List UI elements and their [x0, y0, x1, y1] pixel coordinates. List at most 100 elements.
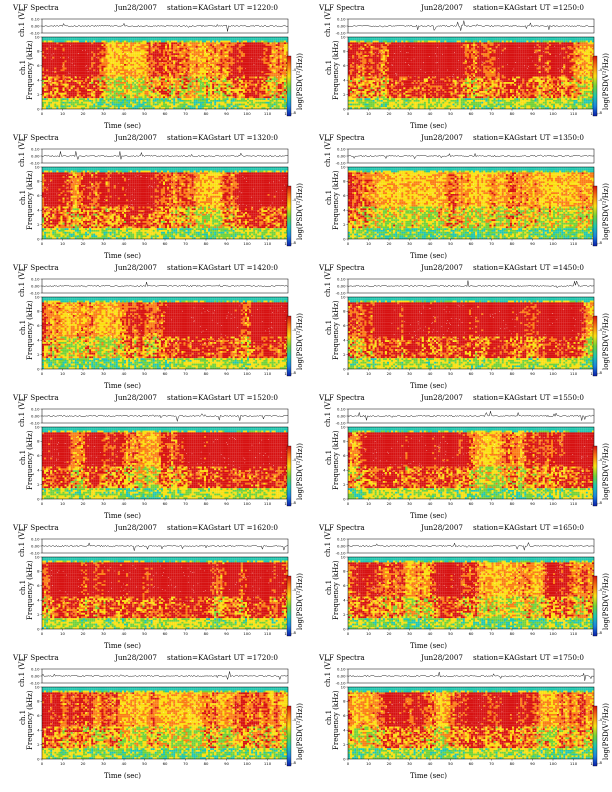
- freq-tick-label: 8: [37, 569, 40, 574]
- speckle: [244, 458, 245, 459]
- speckle: [476, 718, 477, 719]
- trace-tick-label: 0.10: [31, 16, 40, 21]
- time-tick-label: 90: [224, 761, 229, 766]
- speckle: [155, 457, 156, 458]
- trace-tick-label: 0.00: [31, 153, 40, 158]
- speckle: [221, 183, 222, 184]
- speckle: [88, 702, 89, 703]
- speckle: [560, 457, 561, 458]
- time-tick-label: 10: [60, 761, 65, 766]
- speckle: [536, 456, 537, 457]
- speckle: [551, 730, 552, 731]
- speckle: [63, 65, 64, 66]
- speckle: [498, 568, 499, 569]
- speckle: [213, 600, 214, 601]
- time-tick-label: 80: [204, 761, 209, 766]
- speckle: [384, 473, 385, 474]
- speckle: [199, 79, 200, 80]
- speckle: [196, 48, 197, 49]
- speckle: [490, 316, 491, 317]
- speckle: [560, 702, 561, 703]
- speckle: [273, 465, 274, 466]
- speckle: [432, 341, 433, 342]
- speckle: [245, 577, 246, 578]
- speckle: [62, 333, 63, 334]
- speckle: [473, 442, 474, 443]
- speckle: [208, 181, 209, 182]
- speckle: [233, 465, 234, 466]
- speckle: [123, 595, 124, 596]
- speckle: [130, 579, 131, 580]
- speckle: [537, 597, 538, 598]
- speckle: [123, 570, 124, 571]
- speckle: [579, 76, 580, 77]
- speckle: [83, 208, 84, 209]
- speckle: [158, 199, 159, 200]
- time-tick-label: 100: [549, 761, 557, 766]
- speckle: [496, 204, 497, 205]
- speckle: [502, 207, 503, 208]
- time-tick-label: 30: [101, 631, 106, 636]
- speckle: [518, 201, 519, 202]
- speckle: [378, 728, 379, 729]
- speckle: [61, 323, 62, 324]
- time-tick-label: 10: [60, 501, 65, 506]
- speckle: [425, 445, 426, 446]
- speckle: [87, 54, 88, 55]
- freq-axis-label: Frequency (kHz): [26, 170, 34, 230]
- speckle: [475, 188, 476, 189]
- speckle: [140, 176, 141, 177]
- time-tick-label: 20: [81, 241, 86, 246]
- speckle: [48, 604, 49, 605]
- speckle: [584, 589, 585, 590]
- speckle: [464, 731, 465, 732]
- trace-tick-label: 0.00: [31, 673, 40, 678]
- speckle: [167, 195, 168, 196]
- time-tick-label: 30: [407, 761, 412, 766]
- speckle: [523, 182, 524, 183]
- speckle: [109, 602, 110, 603]
- speckle: [94, 729, 95, 730]
- speckle: [424, 79, 425, 80]
- speckle: [500, 599, 501, 600]
- speckle: [71, 464, 72, 465]
- freq-tick-label: 8: [343, 49, 346, 54]
- speckle: [583, 336, 584, 337]
- speckle: [476, 338, 477, 339]
- speckle: [432, 77, 433, 78]
- speckle: [204, 602, 205, 603]
- speckle: [46, 315, 47, 316]
- speckle: [514, 577, 515, 578]
- speckle: [179, 604, 180, 605]
- speckle: [474, 600, 475, 601]
- speckle: [193, 318, 194, 319]
- speckle: [447, 70, 448, 71]
- time-tick-label: 110: [264, 371, 272, 376]
- colorbar: [287, 706, 291, 766]
- speckle: [215, 473, 216, 474]
- speckle: [368, 600, 369, 601]
- speckle: [173, 599, 174, 600]
- speckle: [100, 317, 101, 318]
- speckle: [426, 335, 427, 336]
- speckle: [349, 459, 350, 460]
- speckle: [492, 705, 493, 706]
- spectrogram-cells: [42, 37, 288, 109]
- time-tick-label: 90: [530, 631, 535, 636]
- speckle: [246, 181, 247, 182]
- speckle: [162, 340, 163, 341]
- speckle: [162, 600, 163, 601]
- speckle: [562, 575, 563, 576]
- speckle: [392, 65, 393, 66]
- speckle: [162, 318, 163, 319]
- speckle: [513, 183, 514, 184]
- speckle: [229, 589, 230, 590]
- speckle: [470, 587, 471, 588]
- speckle: [84, 188, 85, 189]
- speckle: [414, 604, 415, 605]
- speckle: [409, 65, 410, 66]
- speckle: [229, 438, 230, 439]
- speckle: [402, 464, 403, 465]
- speckle: [518, 590, 519, 591]
